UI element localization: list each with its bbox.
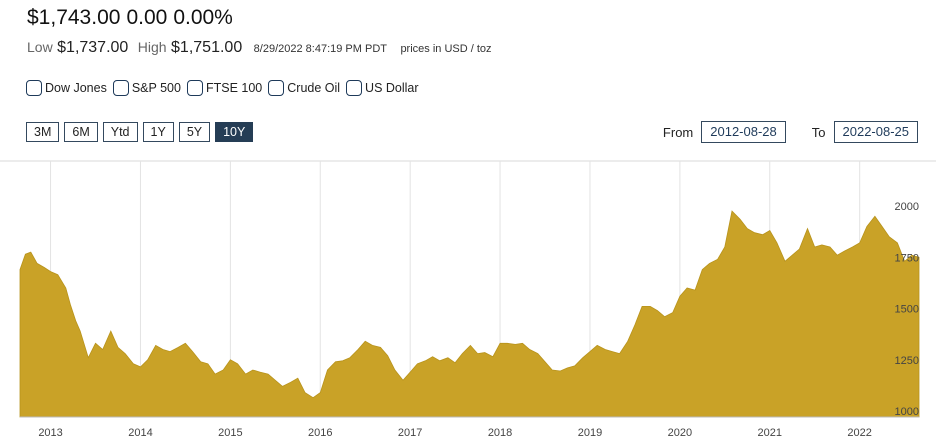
x-tick-label: 2013 xyxy=(38,427,62,439)
range-1y-button[interactable]: 1Y xyxy=(142,122,174,142)
compare-label: S&P 500 xyxy=(131,81,181,95)
x-tick-label: 2017 xyxy=(398,427,422,439)
compare-label: US Dollar xyxy=(365,81,419,95)
compare-label: Crude Oil xyxy=(287,81,341,95)
y-tick-label: 1000 xyxy=(895,406,919,418)
range-ytd-button[interactable]: Ytd xyxy=(102,122,138,142)
y-tick-label: 2000 xyxy=(895,201,919,213)
x-tick-label: 2021 xyxy=(758,427,782,439)
y-tick-label: 1250 xyxy=(895,355,919,367)
x-tick-label: 2020 xyxy=(668,427,692,439)
from-date-input[interactable]: 2012-08-28 xyxy=(701,121,786,143)
range-selector: 3M 6M Ytd 1Y 5Y 10Y xyxy=(26,122,254,142)
range-5y-button[interactable]: 5Y xyxy=(178,122,211,142)
x-tick-label: 2018 xyxy=(488,427,512,439)
compare-sp500[interactable]: S&P 500 xyxy=(112,80,181,96)
compare-checkboxes: Dow Jones S&P 500 FTSE 100 Crude Oil US … xyxy=(26,80,419,96)
low-label: Low xyxy=(27,39,53,55)
checkbox-icon[interactable] xyxy=(268,80,285,96)
price-change-percent: 0.00% xyxy=(173,6,233,29)
checkbox-icon[interactable] xyxy=(112,80,129,96)
compare-ftse-100[interactable]: FTSE 100 xyxy=(186,80,263,96)
checkbox-icon[interactable] xyxy=(346,80,363,96)
range-3m-button[interactable]: 3M xyxy=(26,122,60,142)
date-range: From 2012-08-28 To 2022-08-25 xyxy=(663,121,918,143)
price-header: $1,743.00 0.00 0.00% xyxy=(27,6,233,30)
low-value: $1,737.00 xyxy=(57,39,129,56)
compare-label: FTSE 100 xyxy=(205,81,263,95)
x-tick-label: 2014 xyxy=(128,427,152,439)
price-chart[interactable]: 1000 1250 1500 1750 2000 2013 2014 2015 2016 2017… xyxy=(0,150,936,448)
x-tick-label: 2019 xyxy=(578,427,602,439)
high-value: $1,751.00 xyxy=(171,39,243,56)
compare-label: Dow Jones xyxy=(45,81,107,95)
price-change: 0.00 xyxy=(126,6,168,29)
x-tick-label: 2022 xyxy=(847,427,871,439)
x-tick-label: 2016 xyxy=(308,427,332,439)
range-6m-button[interactable]: 6M xyxy=(64,122,98,142)
from-label: From xyxy=(662,124,694,140)
compare-crude-oil[interactable]: Crude Oil xyxy=(268,80,340,96)
to-date-input[interactable]: 2022-08-25 xyxy=(833,121,918,143)
y-tick-label: 1750 xyxy=(895,252,919,264)
compare-us-dollar[interactable]: US Dollar xyxy=(346,80,419,96)
to-label: To xyxy=(811,124,826,140)
checkbox-icon[interactable] xyxy=(26,80,42,96)
y-tick-label: 1500 xyxy=(895,304,919,316)
range-10y-button[interactable]: 10Y xyxy=(215,122,254,142)
current-price: $1,743.00 xyxy=(27,6,121,29)
x-tick-label: 2015 xyxy=(218,427,242,439)
high-label: High xyxy=(137,39,167,55)
day-range-line: Low $1,737.00 High $1,751.00 8/29/2022 8… xyxy=(27,39,492,57)
price-unit-note: prices in USD / toz xyxy=(400,43,492,55)
compare-dow-jones[interactable]: Dow Jones xyxy=(26,80,107,96)
checkbox-icon[interactable] xyxy=(186,80,203,96)
quote-timestamp: 8/29/2022 8:47:19 PM PDT xyxy=(253,43,387,55)
price-area-series xyxy=(19,210,920,418)
